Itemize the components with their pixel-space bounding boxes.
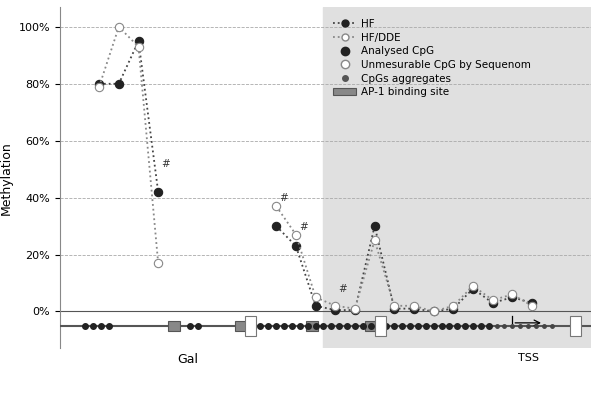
Bar	[375, 316, 386, 336]
Text: TSS: TSS	[518, 353, 539, 363]
Text: #: #	[299, 222, 307, 232]
Legend: HF, HF/DDE, Analysed CpG, Unmesurable CpG by Sequenom, CpGs aggregates, AP-1 bin: HF, HF/DDE, Analysed CpG, Unmesurable Cp…	[333, 19, 531, 97]
Bar	[245, 316, 256, 336]
Bar	[235, 321, 247, 331]
Y-axis label: Methylation: Methylation	[0, 141, 13, 215]
Bar	[570, 316, 581, 336]
Bar	[306, 321, 318, 331]
Text: #: #	[338, 284, 347, 294]
Bar	[323, 7, 591, 348]
Bar	[168, 321, 180, 331]
Text: Gal: Gal	[177, 353, 198, 366]
Text: #: #	[279, 193, 288, 203]
Bar	[365, 321, 377, 331]
Text: #: #	[161, 159, 170, 169]
